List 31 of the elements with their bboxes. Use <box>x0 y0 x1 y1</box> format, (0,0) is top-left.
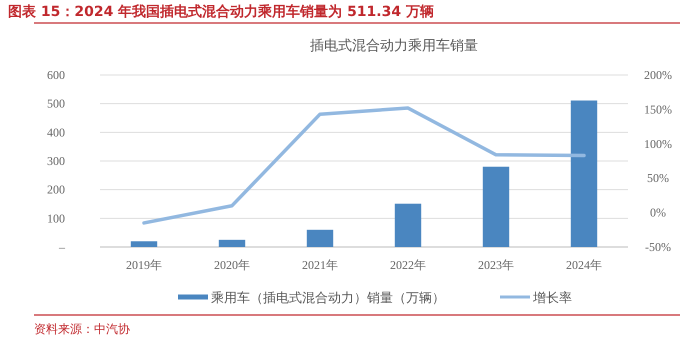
text: 资料来源：中汽协 <box>34 322 130 336</box>
y-tick-label: 400 <box>47 125 65 140</box>
y-tick-label: 200 <box>47 182 65 197</box>
x-tick-label: 2022年 <box>390 258 426 272</box>
y-tick-label: – <box>58 240 66 254</box>
bar <box>394 204 422 247</box>
y-tick-label: 300 <box>47 154 65 168</box>
legend-label: 增长率 <box>532 290 572 305</box>
y2-tick-label: 100% <box>644 136 672 151</box>
x-tick-label: 2021年 <box>302 258 338 272</box>
y2-tick-label: 0% <box>650 206 666 220</box>
legend-label: 乘用车（插电式混合动力）销量（万辆） <box>211 290 445 305</box>
x-tick-label: 2019年 <box>126 258 162 272</box>
chart-subtitle: 插电式混合动力乘用车销量 <box>310 38 478 54</box>
chart-title: 图表 15：2024 年我国插电式混合动力乘用车销量为 511.34 万辆 <box>8 3 434 20</box>
bar <box>218 240 246 247</box>
y-tick-label: 600 <box>47 68 65 82</box>
y-tick-label: 500 <box>47 96 65 111</box>
line-series <box>142 106 586 225</box>
bar <box>570 100 598 247</box>
y2-tick-label: 50% <box>647 171 669 186</box>
y-tick-label: 100 <box>47 211 65 226</box>
x-tick-label: 2024年 <box>566 258 602 272</box>
bar <box>130 241 158 247</box>
y2-tick-label: 200% <box>644 68 672 82</box>
y2-tick-label: 150% <box>644 102 672 116</box>
x-tick-label: 2020年 <box>214 258 250 272</box>
y2-tick-label: -50% <box>645 240 671 254</box>
bar <box>306 230 334 247</box>
x-tick-label: 2023年 <box>478 258 514 272</box>
bar <box>482 166 510 247</box>
